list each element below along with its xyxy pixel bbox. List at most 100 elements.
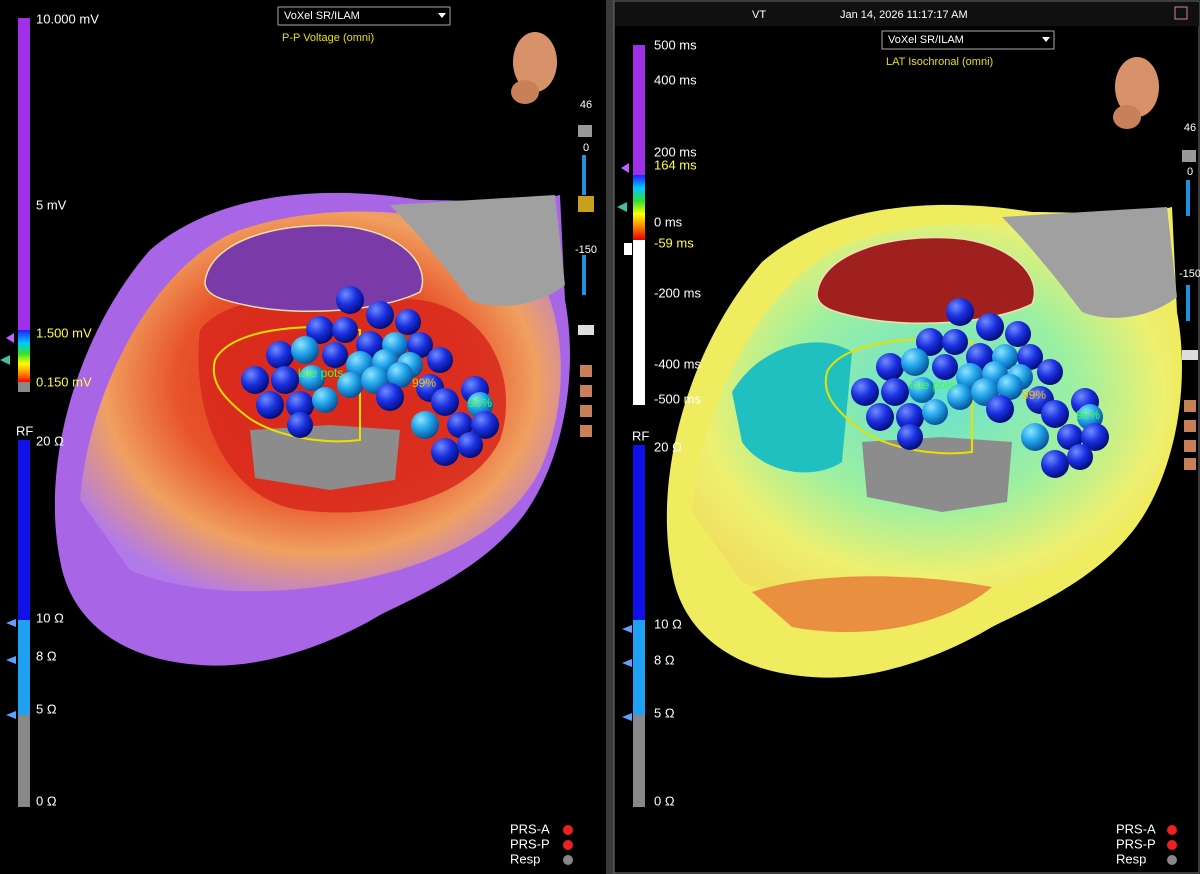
lesion-sphere bbox=[997, 374, 1023, 400]
scale-label: 400 ms bbox=[654, 72, 697, 87]
annotation: 96% bbox=[468, 396, 492, 410]
annotation: 96% bbox=[1076, 408, 1100, 422]
lesion-sphere bbox=[947, 384, 973, 410]
rf-tick: 8 Ω bbox=[654, 652, 675, 667]
lesion-sphere bbox=[431, 388, 459, 416]
status-label: PRS-P bbox=[510, 836, 550, 851]
lesion-sphere bbox=[897, 424, 923, 450]
lesion-sphere bbox=[881, 378, 909, 406]
lesion-sphere bbox=[471, 411, 499, 439]
left-toolbar bbox=[578, 125, 594, 437]
lesion-sphere bbox=[376, 383, 404, 411]
lesion-sphere bbox=[286, 391, 314, 419]
rf-tick: 0 Ω bbox=[654, 793, 675, 808]
status-dot bbox=[1167, 825, 1177, 835]
lesion-sphere bbox=[942, 329, 968, 355]
lesion-sphere bbox=[1021, 423, 1049, 451]
lesion-sphere bbox=[1067, 444, 1093, 470]
scale-label: -400 ms bbox=[654, 356, 701, 371]
rf-tick: 5 Ω bbox=[654, 705, 675, 720]
scale-label: 500 ms bbox=[654, 37, 697, 52]
scale-label: 10.000 mV bbox=[36, 11, 99, 26]
annotation: late pots bbox=[298, 366, 343, 380]
lesion-sphere bbox=[447, 412, 473, 438]
lesion-sphere bbox=[851, 378, 879, 406]
lesion-sphere bbox=[411, 411, 439, 439]
status-dot bbox=[563, 840, 573, 850]
toolbar-value: 46 bbox=[1184, 122, 1196, 134]
window-button[interactable] bbox=[1174, 6, 1188, 20]
lesion-sphere bbox=[387, 362, 413, 388]
lesion-sphere bbox=[1041, 400, 1069, 428]
map-label: P-P Voltage (omni) bbox=[282, 32, 374, 44]
map-dropdown[interactable] bbox=[881, 30, 1055, 50]
lesion-sphere bbox=[866, 403, 894, 431]
lesion-sphere bbox=[976, 313, 1004, 341]
toolbar-value: -150 bbox=[1179, 268, 1200, 280]
status-label: PRS-P bbox=[1116, 836, 1156, 851]
rf-tick: 10 Ω bbox=[36, 610, 64, 625]
lesion-sphere bbox=[312, 387, 338, 413]
lesion-sphere bbox=[332, 317, 358, 343]
rf-tick: 20 Ω bbox=[654, 439, 682, 454]
right-header bbox=[615, 2, 1199, 26]
scale-label: -200 ms bbox=[654, 285, 701, 300]
lesion-sphere bbox=[457, 432, 483, 458]
scale-label: 200 ms bbox=[654, 144, 697, 159]
lesion-sphere bbox=[916, 328, 944, 356]
divider bbox=[606, 0, 614, 874]
status-dot bbox=[1167, 840, 1177, 850]
lesion-sphere bbox=[431, 438, 459, 466]
rf-tick: 20 Ω bbox=[36, 433, 64, 448]
toolbar-value: 46 bbox=[580, 99, 592, 111]
left-scale bbox=[0, 18, 30, 807]
lesion-sphere bbox=[986, 395, 1014, 423]
annotation: 99% bbox=[1022, 388, 1046, 402]
lesion-sphere bbox=[909, 377, 935, 403]
dropdown-value: VoXel SR/ILAM bbox=[888, 34, 964, 46]
right-scale bbox=[617, 45, 645, 807]
map-label: LAT Isochronal (omni) bbox=[886, 56, 993, 68]
lesion-sphere bbox=[337, 372, 363, 398]
toolbar-value: -150 bbox=[575, 244, 597, 256]
rf-tick: 8 Ω bbox=[36, 648, 57, 663]
lesion-sphere bbox=[1005, 321, 1031, 347]
dropdown-value: VoXel SR/ILAM bbox=[284, 10, 360, 22]
map-dropdown[interactable] bbox=[277, 6, 451, 26]
lesion-sphere bbox=[1057, 424, 1083, 450]
scale-label: -500 ms bbox=[654, 391, 701, 406]
lesion-sphere bbox=[322, 342, 348, 368]
scale-label: 1.500 mV bbox=[36, 325, 92, 340]
toolbar-value: 0 bbox=[1187, 166, 1193, 178]
lesion-sphere bbox=[287, 412, 313, 438]
lesion-sphere bbox=[395, 309, 421, 335]
rf-label: RF bbox=[16, 423, 33, 438]
toolbar-value: 0 bbox=[583, 142, 589, 154]
scale-label: 5 mV bbox=[36, 197, 67, 212]
status-dot bbox=[563, 825, 573, 835]
datetime: Jan 14, 2026 11:17:17 AM bbox=[840, 9, 968, 21]
status-label: PRS-A bbox=[510, 821, 550, 836]
lesion-sphere bbox=[306, 316, 334, 344]
rf-tick: 5 Ω bbox=[36, 701, 57, 716]
lesion-sphere bbox=[1037, 359, 1063, 385]
lesion-sphere bbox=[1081, 423, 1109, 451]
scale-label: 0 ms bbox=[654, 214, 683, 229]
lesion-sphere bbox=[1041, 450, 1069, 478]
lesion-sphere bbox=[946, 298, 974, 326]
annotation: 99% bbox=[412, 376, 436, 390]
lesion-sphere bbox=[427, 347, 453, 373]
lesion-sphere bbox=[1017, 344, 1043, 370]
lesion-sphere bbox=[266, 341, 294, 369]
scale-label: 164 ms bbox=[654, 157, 697, 172]
lesion-sphere bbox=[932, 354, 958, 380]
lesion-sphere bbox=[291, 336, 319, 364]
annotation: late pots bbox=[910, 378, 955, 392]
scale-label: -59 ms bbox=[654, 235, 694, 250]
status-dot bbox=[1167, 855, 1177, 865]
lesion-sphere bbox=[256, 391, 284, 419]
mode: VT bbox=[752, 9, 766, 21]
lesion-sphere bbox=[876, 353, 904, 381]
